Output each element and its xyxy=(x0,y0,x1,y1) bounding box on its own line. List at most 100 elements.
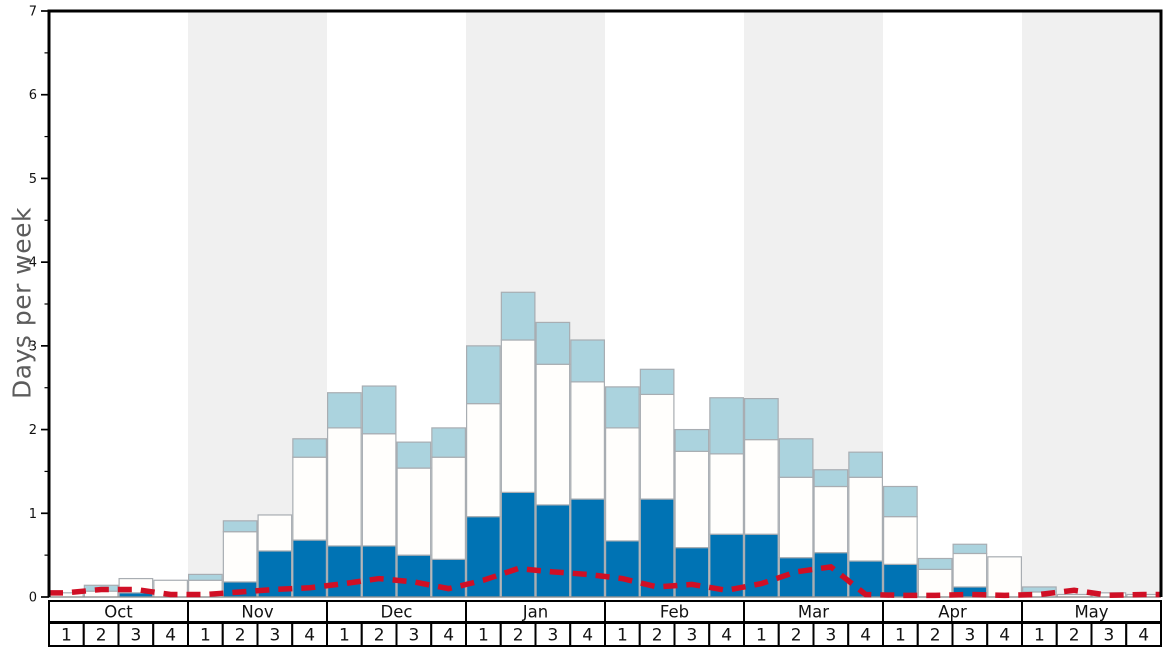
y-tick-label: 2 xyxy=(29,423,37,438)
week-number-label: 3 xyxy=(547,626,558,646)
week-number-label: 1 xyxy=(895,626,906,646)
light-blue-bar-segment xyxy=(917,557,953,570)
week-number-label: 1 xyxy=(756,626,767,646)
week-number-label: 1 xyxy=(1034,626,1045,646)
white-bar-segment xyxy=(743,439,779,535)
white-bar-segment xyxy=(987,556,1022,598)
light-blue-bar-segment xyxy=(604,386,640,429)
light-blue-bar-segment xyxy=(639,368,675,396)
week-number-label: 4 xyxy=(721,626,732,646)
month-shading-band xyxy=(1022,12,1161,597)
dark-blue-bar-segment xyxy=(674,547,710,598)
light-blue-bar-segment xyxy=(292,438,328,458)
light-blue-bar-segment xyxy=(952,543,988,555)
y-tick-label: 5 xyxy=(29,172,37,187)
week-number-label: 1 xyxy=(200,626,211,646)
y-tick-label: 1 xyxy=(29,507,37,522)
dark-blue-bar-segment xyxy=(361,545,397,598)
light-blue-bar-segment xyxy=(570,339,605,383)
week-number-label: 2 xyxy=(791,626,802,646)
month-label: Mar xyxy=(798,603,829,622)
week-number-label: 1 xyxy=(339,626,350,646)
white-bar-segment xyxy=(535,363,571,506)
light-blue-bar-segment xyxy=(1021,586,1057,593)
light-blue-bar-segment xyxy=(778,438,814,478)
month-label: May xyxy=(1074,603,1108,622)
week-number-label: 2 xyxy=(374,626,385,646)
month-label: Jan xyxy=(522,603,548,622)
light-blue-bar-segment xyxy=(327,392,362,429)
week-number-label: 3 xyxy=(825,626,836,646)
light-blue-bar-segment xyxy=(848,451,883,478)
week-cell xyxy=(1125,622,1162,647)
white-bar-segment xyxy=(361,433,397,547)
white-bar-segment xyxy=(292,456,328,541)
white-bar-segment xyxy=(570,381,605,500)
y-tick-label: 3 xyxy=(29,339,37,354)
dark-blue-bar-segment xyxy=(743,533,779,598)
y-tick-label: 0 xyxy=(29,591,37,606)
white-bar-segment xyxy=(674,450,710,549)
light-blue-bar-segment xyxy=(535,321,571,365)
light-blue-bar-segment xyxy=(361,385,397,435)
dark-blue-bar-segment xyxy=(535,504,571,598)
week-number-label: 1 xyxy=(478,626,489,646)
week-number-label: 2 xyxy=(96,626,107,646)
month-label: Dec xyxy=(381,603,413,622)
month-label: Feb xyxy=(660,603,689,622)
dark-blue-bar-segment xyxy=(604,540,640,598)
white-bar-segment xyxy=(882,516,918,565)
week-number-label: 2 xyxy=(1069,626,1080,646)
dark-blue-bar-segment xyxy=(639,498,675,598)
week-number-label: 2 xyxy=(513,626,524,646)
week-number-label: 4 xyxy=(165,626,176,646)
week-number-label: 2 xyxy=(652,626,663,646)
week-number-label: 4 xyxy=(443,626,454,646)
dark-blue-bar-segment xyxy=(570,498,605,598)
light-blue-bar-segment xyxy=(743,397,779,441)
week-number-label: 4 xyxy=(1138,626,1149,646)
light-blue-bar-segment xyxy=(431,427,467,458)
week-number-label: 1 xyxy=(61,626,72,646)
light-blue-bar-segment xyxy=(709,397,744,455)
week-number-label: 3 xyxy=(269,626,280,646)
light-blue-bar-segment xyxy=(222,520,258,533)
week-number-label: 3 xyxy=(1103,626,1114,646)
month-label: Oct xyxy=(104,603,133,622)
y-tick-label: 6 xyxy=(29,88,37,103)
light-blue-bar-segment xyxy=(500,291,536,341)
week-number-label: 4 xyxy=(999,626,1010,646)
white-bar-segment xyxy=(709,453,744,535)
red-dashed-line xyxy=(49,563,1161,599)
white-bar-segment xyxy=(813,485,849,554)
week-number-label: 2 xyxy=(930,626,941,646)
white-bar-segment xyxy=(431,456,467,560)
white-bar-segment xyxy=(952,552,988,588)
week-number-label: 2 xyxy=(235,626,246,646)
dark-blue-bar-segment xyxy=(396,554,432,598)
y-tick-label: 7 xyxy=(29,5,37,20)
dark-blue-bar-segment xyxy=(327,545,362,598)
light-blue-bar-segment xyxy=(188,573,223,581)
white-bar-segment xyxy=(222,531,258,583)
week-number-label: 3 xyxy=(686,626,697,646)
week-number-label: 4 xyxy=(582,626,593,646)
white-bar-segment xyxy=(778,476,814,559)
month-label: Nov xyxy=(241,603,273,622)
week-number-label: 3 xyxy=(130,626,141,646)
week-number-label: 3 xyxy=(964,626,975,646)
dark-blue-bar-segment xyxy=(882,563,918,598)
week-number-label: 3 xyxy=(408,626,419,646)
week-number-label: 4 xyxy=(860,626,871,646)
light-blue-bar-segment xyxy=(396,441,432,469)
white-bar-segment xyxy=(848,476,883,562)
week-number-label: 1 xyxy=(617,626,628,646)
white-bar-segment xyxy=(639,393,675,500)
white-bar-segment xyxy=(466,403,501,518)
white-bar-segment xyxy=(257,514,293,552)
month-label: Apr xyxy=(938,603,967,622)
light-blue-bar-segment xyxy=(466,345,501,405)
white-bar-segment xyxy=(396,467,432,556)
